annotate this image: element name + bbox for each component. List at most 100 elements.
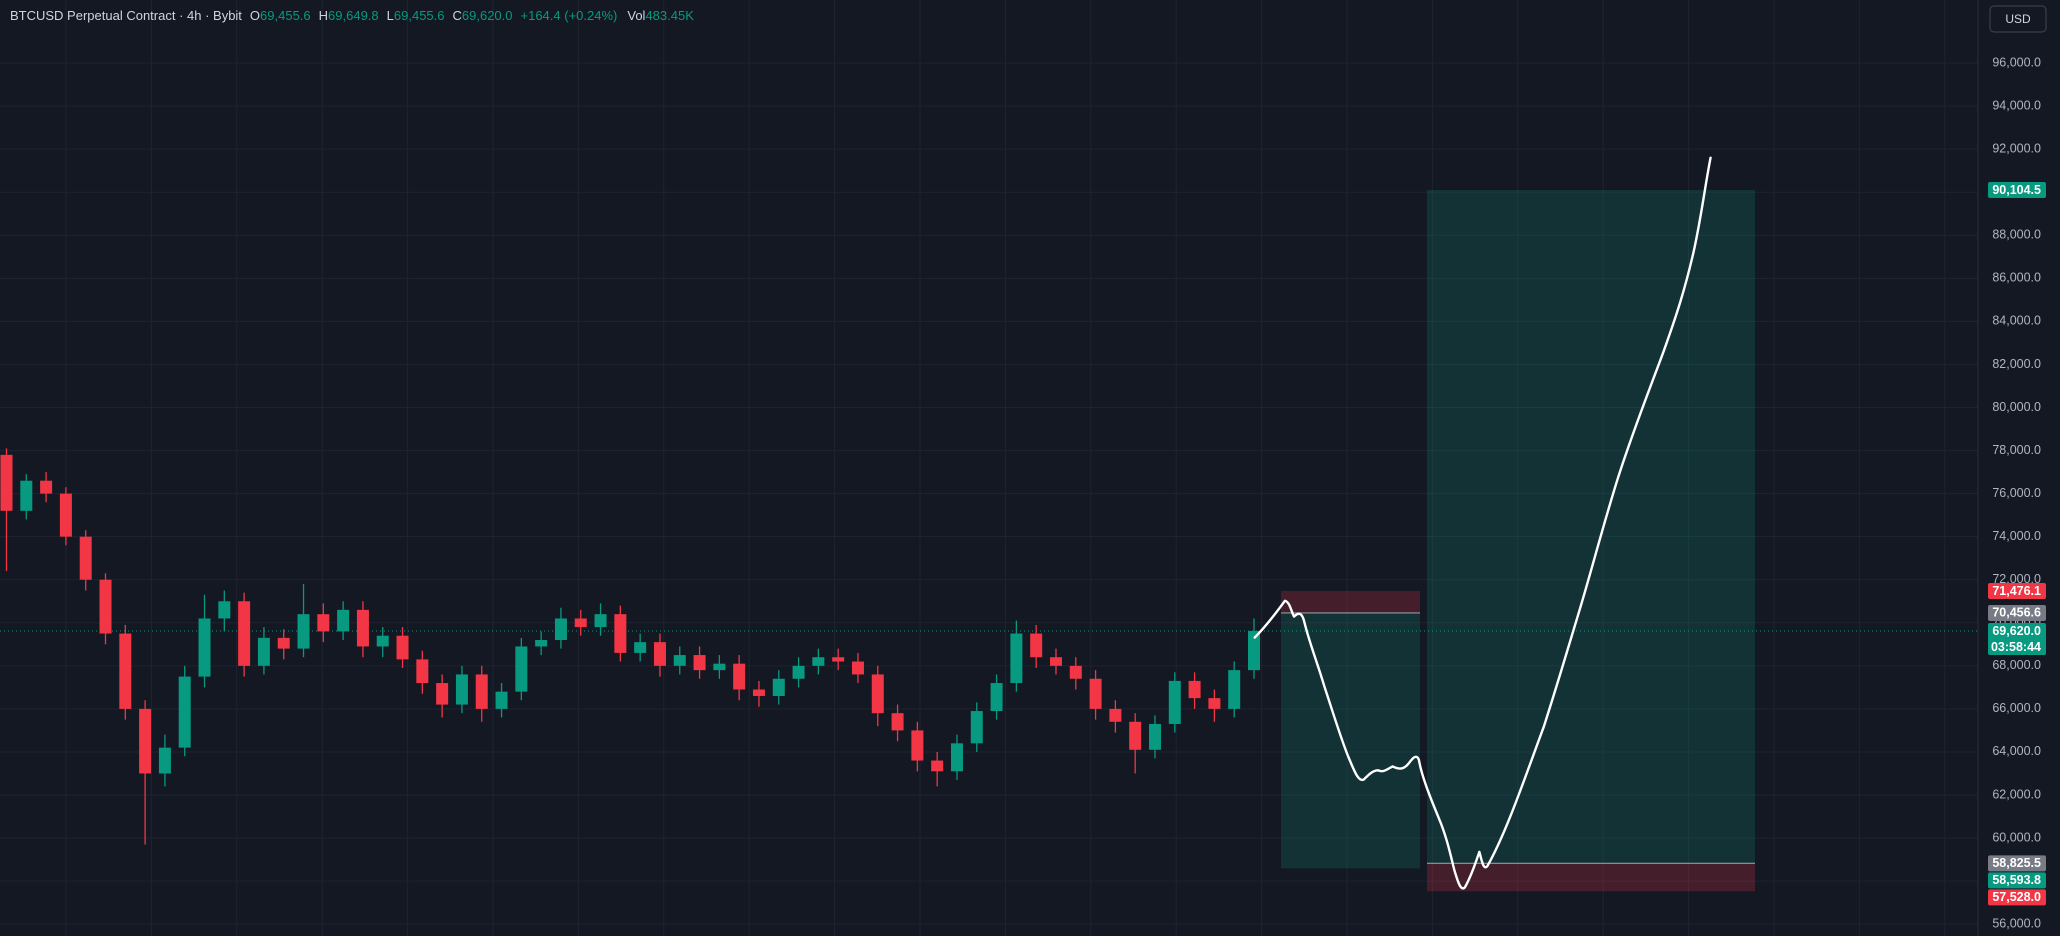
candle-body [317,614,330,632]
positions [1281,189,1755,892]
y-tick-label: 80,000.0 [1992,400,2041,414]
candle-body [851,661,864,675]
y-tick-label: 62,000.0 [1992,787,2041,801]
legend-value: 69,455.6 [394,8,445,23]
candle-body [475,674,488,709]
y-tick-label: 66,000.0 [1992,701,2041,715]
header: BTCUSD Perpetual Contract · 4h · Bybit O6… [10,8,694,23]
price-tag [1988,583,2046,600]
price-tag [1988,622,2046,655]
candle-body [40,480,53,494]
legend-value: 69,455.6 [260,8,311,23]
candle-body [1208,698,1221,709]
y-tick-label: 68,000.0 [1992,658,2041,672]
candle-body [1010,633,1023,684]
candle-body [990,683,1003,712]
candle-body [574,618,587,628]
y-tick-label: 92,000.0 [1992,141,2041,155]
candle-body [1089,678,1102,709]
candle-body [812,657,825,666]
candle-body [970,711,983,744]
y-tick-label: 88,000.0 [1992,228,2041,242]
candle-body [376,635,389,647]
grid [0,0,1978,936]
candle-body [1109,708,1122,722]
candle-body [594,614,607,628]
candle-body [1228,670,1241,709]
candle-body [1148,723,1161,750]
candle-body [119,633,132,709]
freehand-projection [1255,158,1711,889]
loss-zone [1427,863,1755,892]
y-tick-label: 86,000.0 [1992,271,2041,285]
currency-button[interactable] [1989,5,2047,33]
legend-value: 69,620.0 [462,8,513,23]
countdown-label: 03:58:44 [1991,640,2041,654]
price-tag [1988,604,2046,621]
y-tick-label: 72,000.0 [1992,572,2041,586]
candle-body [79,536,92,580]
candle-body [1188,680,1201,699]
candle-body [931,760,944,772]
price-tag-label: 58,825.5 [1992,856,2041,870]
candle-body [356,609,369,647]
legend-label: O [250,8,260,23]
y-tick-label: 56,000.0 [1992,916,2041,930]
candle-body [673,655,686,666]
candle-body [1248,630,1260,671]
price-tag-label: 70,456.6 [1992,606,2041,620]
candle-body [158,747,171,774]
currency-label[interactable]: USD [2005,12,2031,26]
candle-body [1030,633,1043,658]
candle-body [693,655,706,671]
volume-label: Vol [627,8,645,23]
candle-body [139,708,152,774]
price-tag-label: 58,593.8 [1992,873,2041,887]
candle-body [20,480,33,511]
candle-body [950,743,963,772]
y-tick-label: 94,000.0 [1992,98,2041,112]
candle-body [416,659,429,684]
price-tag-label: 90,104.5 [1992,183,2041,197]
candle-body [891,713,904,731]
y-tick-label: 82,000.0 [1992,357,2041,371]
profit-zone [1281,612,1420,869]
candle-body [1129,721,1142,750]
volume-value: 483.45K [645,8,694,23]
candle-body [772,678,785,696]
candle-body [337,609,350,632]
price-tag [1988,889,2046,906]
y-tick-label: 64,000.0 [1992,744,2041,758]
profit-zone [1427,189,1755,864]
candle-body [99,579,112,634]
price-axis: 56,000.058,000.060,000.062,000.064,000.0… [1988,55,2046,930]
candle-body [218,601,231,619]
candle-body [752,689,765,696]
candle-body [535,640,548,647]
candle-body [911,730,924,761]
candle-body [495,691,508,709]
candle-body [614,614,627,653]
candle-body [436,683,449,705]
candle-body [733,663,746,690]
price-tag [1988,181,2046,198]
candle-body [297,614,310,649]
legend-label: H [319,8,328,23]
price-tag [1988,872,2046,889]
candle-body [792,665,805,679]
candle-body [1049,657,1062,666]
y-tick-label: 84,000.0 [1992,314,2041,328]
y-tick-label: 60,000.0 [1992,830,2041,844]
drawing-layer [1255,158,1711,889]
change: +164.4 (+0.24%) [521,8,618,23]
symbol-title: BTCUSD Perpetual Contract · 4h · Bybit [10,8,242,23]
y-tick-label: 78,000.0 [1992,443,2041,457]
candle-body [257,637,270,666]
legend-value: 69,649.8 [328,8,379,23]
y-tick-label: 96,000.0 [1992,55,2041,69]
candle-body [1168,680,1181,724]
legend-label: C [453,8,462,23]
